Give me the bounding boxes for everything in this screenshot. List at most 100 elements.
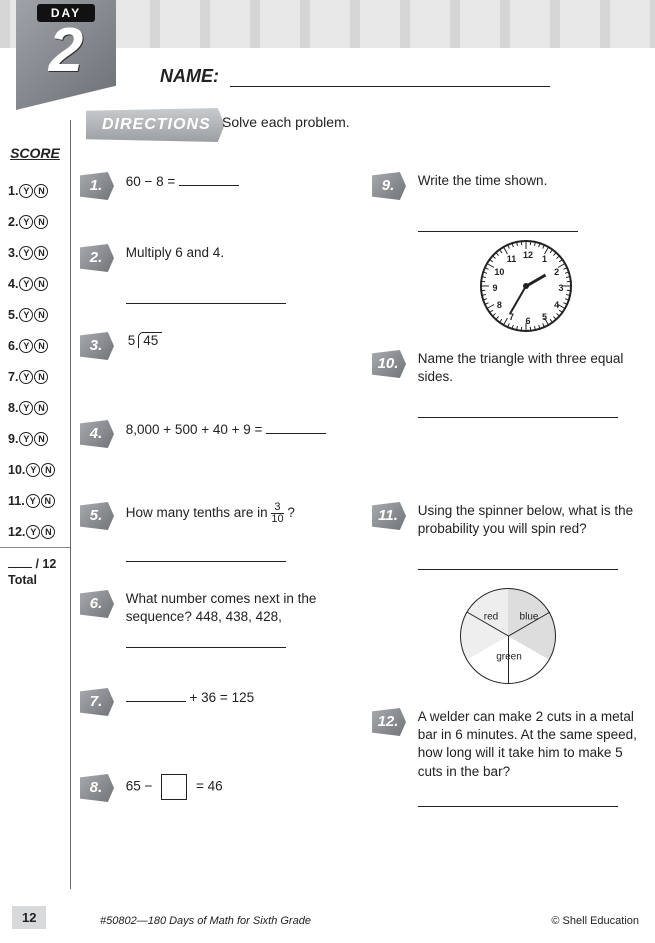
- no-circle[interactable]: N: [34, 370, 48, 384]
- clock-tick: [553, 251, 557, 255]
- spinner-label-blue: blue: [520, 612, 539, 623]
- answer-blank[interactable]: [418, 793, 618, 807]
- yes-circle[interactable]: Y: [19, 184, 33, 198]
- clock-tick: [511, 242, 513, 247]
- spinner-label-green: green: [496, 652, 522, 663]
- clock-tick: [491, 255, 495, 259]
- clock-number: 2: [554, 267, 559, 277]
- clock-tick: [481, 276, 486, 278]
- problem-2: 2. Multiply 6 and 4.: [80, 244, 286, 307]
- problem-number: 7.: [80, 688, 114, 716]
- no-circle[interactable]: N: [41, 463, 55, 477]
- problem-12: 12. A welder can make 2 cuts in a metal …: [372, 708, 638, 810]
- score-num: 6.: [8, 339, 18, 353]
- clock-tick: [565, 271, 570, 273]
- clock-tick: [480, 286, 489, 287]
- clock-tick: [530, 327, 532, 332]
- problem-9: 9. Write the time shown.: [372, 172, 578, 235]
- answer-blank[interactable]: [126, 290, 286, 304]
- problem-text: How many tenths are in 310 ?: [126, 502, 295, 525]
- name-label: NAME:: [160, 66, 219, 86]
- answer-box[interactable]: [161, 774, 187, 800]
- yes-circle[interactable]: Y: [19, 370, 33, 384]
- score-total: / 12 Total: [0, 548, 70, 597]
- no-circle[interactable]: N: [34, 184, 48, 198]
- clock-tick: [566, 276, 571, 278]
- footer: 12 #50802—180 Days of Math for Sixth Gra…: [0, 895, 655, 943]
- answer-blank[interactable]: [126, 688, 186, 702]
- answer-blank[interactable]: [266, 420, 326, 434]
- total-blank[interactable]: [8, 567, 32, 568]
- answer-blank[interactable]: [126, 634, 286, 648]
- problem-text: + 36 = 125: [126, 688, 254, 707]
- clock-tick: [553, 316, 557, 320]
- clock-tick: [480, 290, 485, 292]
- problem-3: 3. 545: [80, 332, 162, 360]
- no-circle[interactable]: N: [34, 339, 48, 353]
- yes-circle[interactable]: Y: [19, 246, 33, 260]
- problem-number: 5.: [80, 502, 114, 530]
- answer-blank[interactable]: [418, 556, 618, 570]
- score-row: 10. YN: [0, 454, 70, 485]
- score-num: 4.: [8, 277, 18, 291]
- name-blank[interactable]: [230, 86, 550, 87]
- clock-tick: [521, 327, 523, 332]
- no-circle[interactable]: N: [34, 308, 48, 322]
- clock-tick: [486, 304, 494, 309]
- clock-tick: [563, 286, 572, 287]
- score-column: SCORE 1. YN2. YN3. YN4. YN5. YN6. YN7. Y…: [0, 145, 70, 597]
- clock-number: 5: [542, 312, 547, 322]
- problem-text: Multiply 6 and 4.: [126, 244, 224, 262]
- score-row: 4. YN: [0, 268, 70, 299]
- score-row: 1. YN: [0, 175, 70, 206]
- yes-circle[interactable]: Y: [19, 215, 33, 229]
- answer-blank[interactable]: [179, 172, 239, 186]
- clock-tick: [481, 294, 486, 296]
- answer-blank[interactable]: [126, 548, 286, 562]
- no-circle[interactable]: N: [34, 401, 48, 415]
- yes-circle[interactable]: Y: [19, 432, 33, 446]
- yes-circle[interactable]: Y: [19, 339, 33, 353]
- no-circle[interactable]: N: [34, 277, 48, 291]
- score-num: 1.: [8, 184, 18, 198]
- problem-7: 7. + 36 = 125: [80, 688, 254, 716]
- clock-tick: [516, 241, 518, 246]
- spinner-pie: redbluegreen: [460, 588, 556, 684]
- clock-tick: [495, 251, 499, 255]
- no-circle[interactable]: N: [34, 215, 48, 229]
- problem-text: 60 − 8 =: [126, 172, 239, 191]
- score-row: 2. YN: [0, 206, 70, 237]
- yes-circle[interactable]: Y: [26, 494, 40, 508]
- clock-tick: [559, 310, 564, 314]
- answer-blank[interactable]: [418, 218, 578, 232]
- problem-number: 4.: [80, 420, 114, 448]
- clock-tick: [486, 263, 494, 268]
- yes-circle[interactable]: Y: [26, 463, 40, 477]
- directions-tag: DIRECTIONS: [86, 108, 225, 142]
- yes-circle[interactable]: Y: [19, 277, 33, 291]
- no-circle[interactable]: N: [34, 432, 48, 446]
- score-row: 5. YN: [0, 299, 70, 330]
- problem-text: What number comes next in the sequence? …: [126, 590, 336, 626]
- yes-circle[interactable]: Y: [26, 525, 40, 539]
- clock-tick: [542, 244, 545, 249]
- clock-tick: [559, 259, 564, 263]
- clock-tick: [550, 248, 554, 253]
- clock-tick: [499, 319, 503, 324]
- no-circle[interactable]: N: [34, 246, 48, 260]
- clock-tick: [563, 267, 568, 270]
- yes-circle[interactable]: Y: [19, 401, 33, 415]
- clock-tick: [488, 259, 493, 263]
- answer-blank[interactable]: [418, 404, 618, 418]
- no-circle[interactable]: N: [41, 494, 55, 508]
- clock-tick: [484, 267, 489, 270]
- clock-tick: [556, 313, 560, 317]
- yes-circle[interactable]: Y: [19, 308, 33, 322]
- clock-tick: [499, 248, 503, 253]
- directions-text: Solve each problem.: [222, 114, 350, 130]
- problem-text: Using the spinner below, what is the pro…: [418, 502, 638, 538]
- no-circle[interactable]: N: [41, 525, 55, 539]
- problem-number: 1.: [80, 172, 114, 200]
- score-title: SCORE: [0, 145, 70, 161]
- problem-1: 1. 60 − 8 =: [80, 172, 239, 200]
